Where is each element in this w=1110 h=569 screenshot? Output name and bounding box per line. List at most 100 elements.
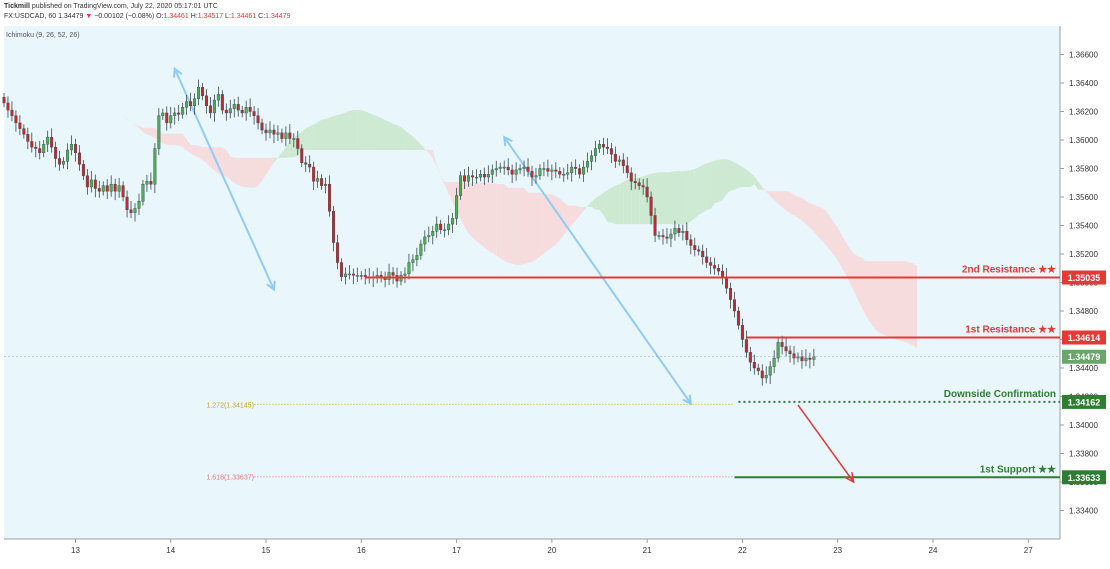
candle-body <box>260 122 264 131</box>
cloud-segment <box>234 157 239 185</box>
time-tick-label: 27 <box>1024 546 1033 555</box>
time-axis[interactable]: 13 14 15 16 17 20 21 22 23 24 27 <box>4 538 1060 555</box>
cloud-segment <box>853 253 858 300</box>
cloud-segment <box>607 187 612 223</box>
cloud-segment <box>353 109 358 150</box>
cloud-segment <box>837 227 842 268</box>
cloud-segment <box>897 261 902 341</box>
cloud-segment <box>273 157 278 163</box>
candle-body <box>339 262 343 277</box>
cloud-segment <box>794 194 798 218</box>
price-tick-label: 1.36000 <box>1069 136 1098 145</box>
candle-body <box>26 134 30 142</box>
candle-body <box>347 273 351 276</box>
cloud-segment <box>563 201 568 235</box>
cloud-segment <box>587 201 592 207</box>
cloud-segment <box>309 124 314 150</box>
cloud-segment <box>238 157 243 187</box>
time-tick-label: 23 <box>833 546 842 555</box>
candle-body <box>748 352 752 363</box>
cloud-segment <box>206 147 211 168</box>
candle-body <box>66 149 70 162</box>
candle-body <box>73 144 77 154</box>
cloud-segment <box>317 119 322 150</box>
cloud-segment <box>127 118 132 123</box>
trend-arrow-head <box>503 135 513 147</box>
change-value: −0.00102 (−0.08%) <box>94 13 155 20</box>
candle-body <box>197 87 201 99</box>
candle-body <box>768 366 772 376</box>
cloud-segment <box>432 149 437 167</box>
cloud-segment <box>710 160 715 210</box>
candle-body <box>701 250 705 258</box>
candle-body <box>288 132 292 139</box>
cloud-segment <box>476 182 481 245</box>
candle-body <box>570 166 574 173</box>
cloud-segment <box>738 164 743 188</box>
candle-body <box>328 183 332 212</box>
cloud-segment <box>655 172 660 225</box>
candle-body <box>89 179 93 188</box>
candle-body <box>601 144 605 148</box>
cloud-segment <box>524 187 529 265</box>
cloud-segment <box>635 177 640 225</box>
candle-body <box>181 107 185 115</box>
candle-body <box>34 146 38 149</box>
candle-body <box>69 144 73 151</box>
cloud-segment <box>535 192 540 260</box>
cloud-segment <box>254 157 259 189</box>
candle-body <box>621 159 625 166</box>
candle-body <box>316 178 320 182</box>
cloud-segment <box>488 183 493 253</box>
cloud-segment <box>865 261 870 322</box>
cloud-segment <box>397 125 401 150</box>
candle-body <box>554 169 558 172</box>
cloud-segment <box>277 152 282 158</box>
cloud-segment <box>702 163 707 213</box>
cloud-segment <box>877 261 882 334</box>
cloud-segment <box>873 261 878 332</box>
cloud-segment <box>329 116 334 150</box>
candle-body <box>391 272 395 276</box>
cloud-segment <box>472 182 477 242</box>
cloud-segment <box>766 190 771 197</box>
projection-arrow-line <box>797 404 855 483</box>
cloud-segment <box>301 128 306 150</box>
candle-body <box>697 249 701 252</box>
candle-body <box>459 175 463 196</box>
cloud-segment <box>186 139 191 154</box>
last-price: 1.34479 <box>58 13 84 20</box>
candle-body <box>772 357 776 367</box>
cloud-segment <box>603 190 608 222</box>
time-tick-label: 17 <box>452 546 461 555</box>
candle-body <box>216 94 220 101</box>
cloud-segment <box>508 187 513 264</box>
candle-body <box>597 144 601 149</box>
cloud-segment <box>516 187 521 265</box>
cloud-segment <box>889 261 894 339</box>
cloud-segment <box>845 241 850 283</box>
candle-body <box>165 112 169 124</box>
cloud-segment <box>393 123 398 150</box>
candle-body <box>784 346 788 352</box>
close-value: 1.34479 <box>265 13 291 20</box>
cloud-segment <box>285 141 290 158</box>
candle-body <box>403 273 407 276</box>
cloud-segment <box>226 149 231 181</box>
time-tick-label: 14 <box>166 546 175 555</box>
candle-body <box>470 175 474 178</box>
cloud-segment <box>627 178 632 225</box>
candle-body <box>463 175 467 182</box>
cloud-segment <box>909 262 914 346</box>
candle-body <box>236 104 240 111</box>
candle-body <box>451 218 455 225</box>
candle-body <box>228 108 232 114</box>
high-value: 1.34517 <box>197 13 224 20</box>
cloud-segment <box>786 191 791 214</box>
candle-body <box>502 166 506 169</box>
time-tick-label: 20 <box>547 546 556 555</box>
cloud-segment <box>857 256 862 307</box>
cloud-segment <box>790 192 795 216</box>
cloud-segment <box>142 127 147 135</box>
